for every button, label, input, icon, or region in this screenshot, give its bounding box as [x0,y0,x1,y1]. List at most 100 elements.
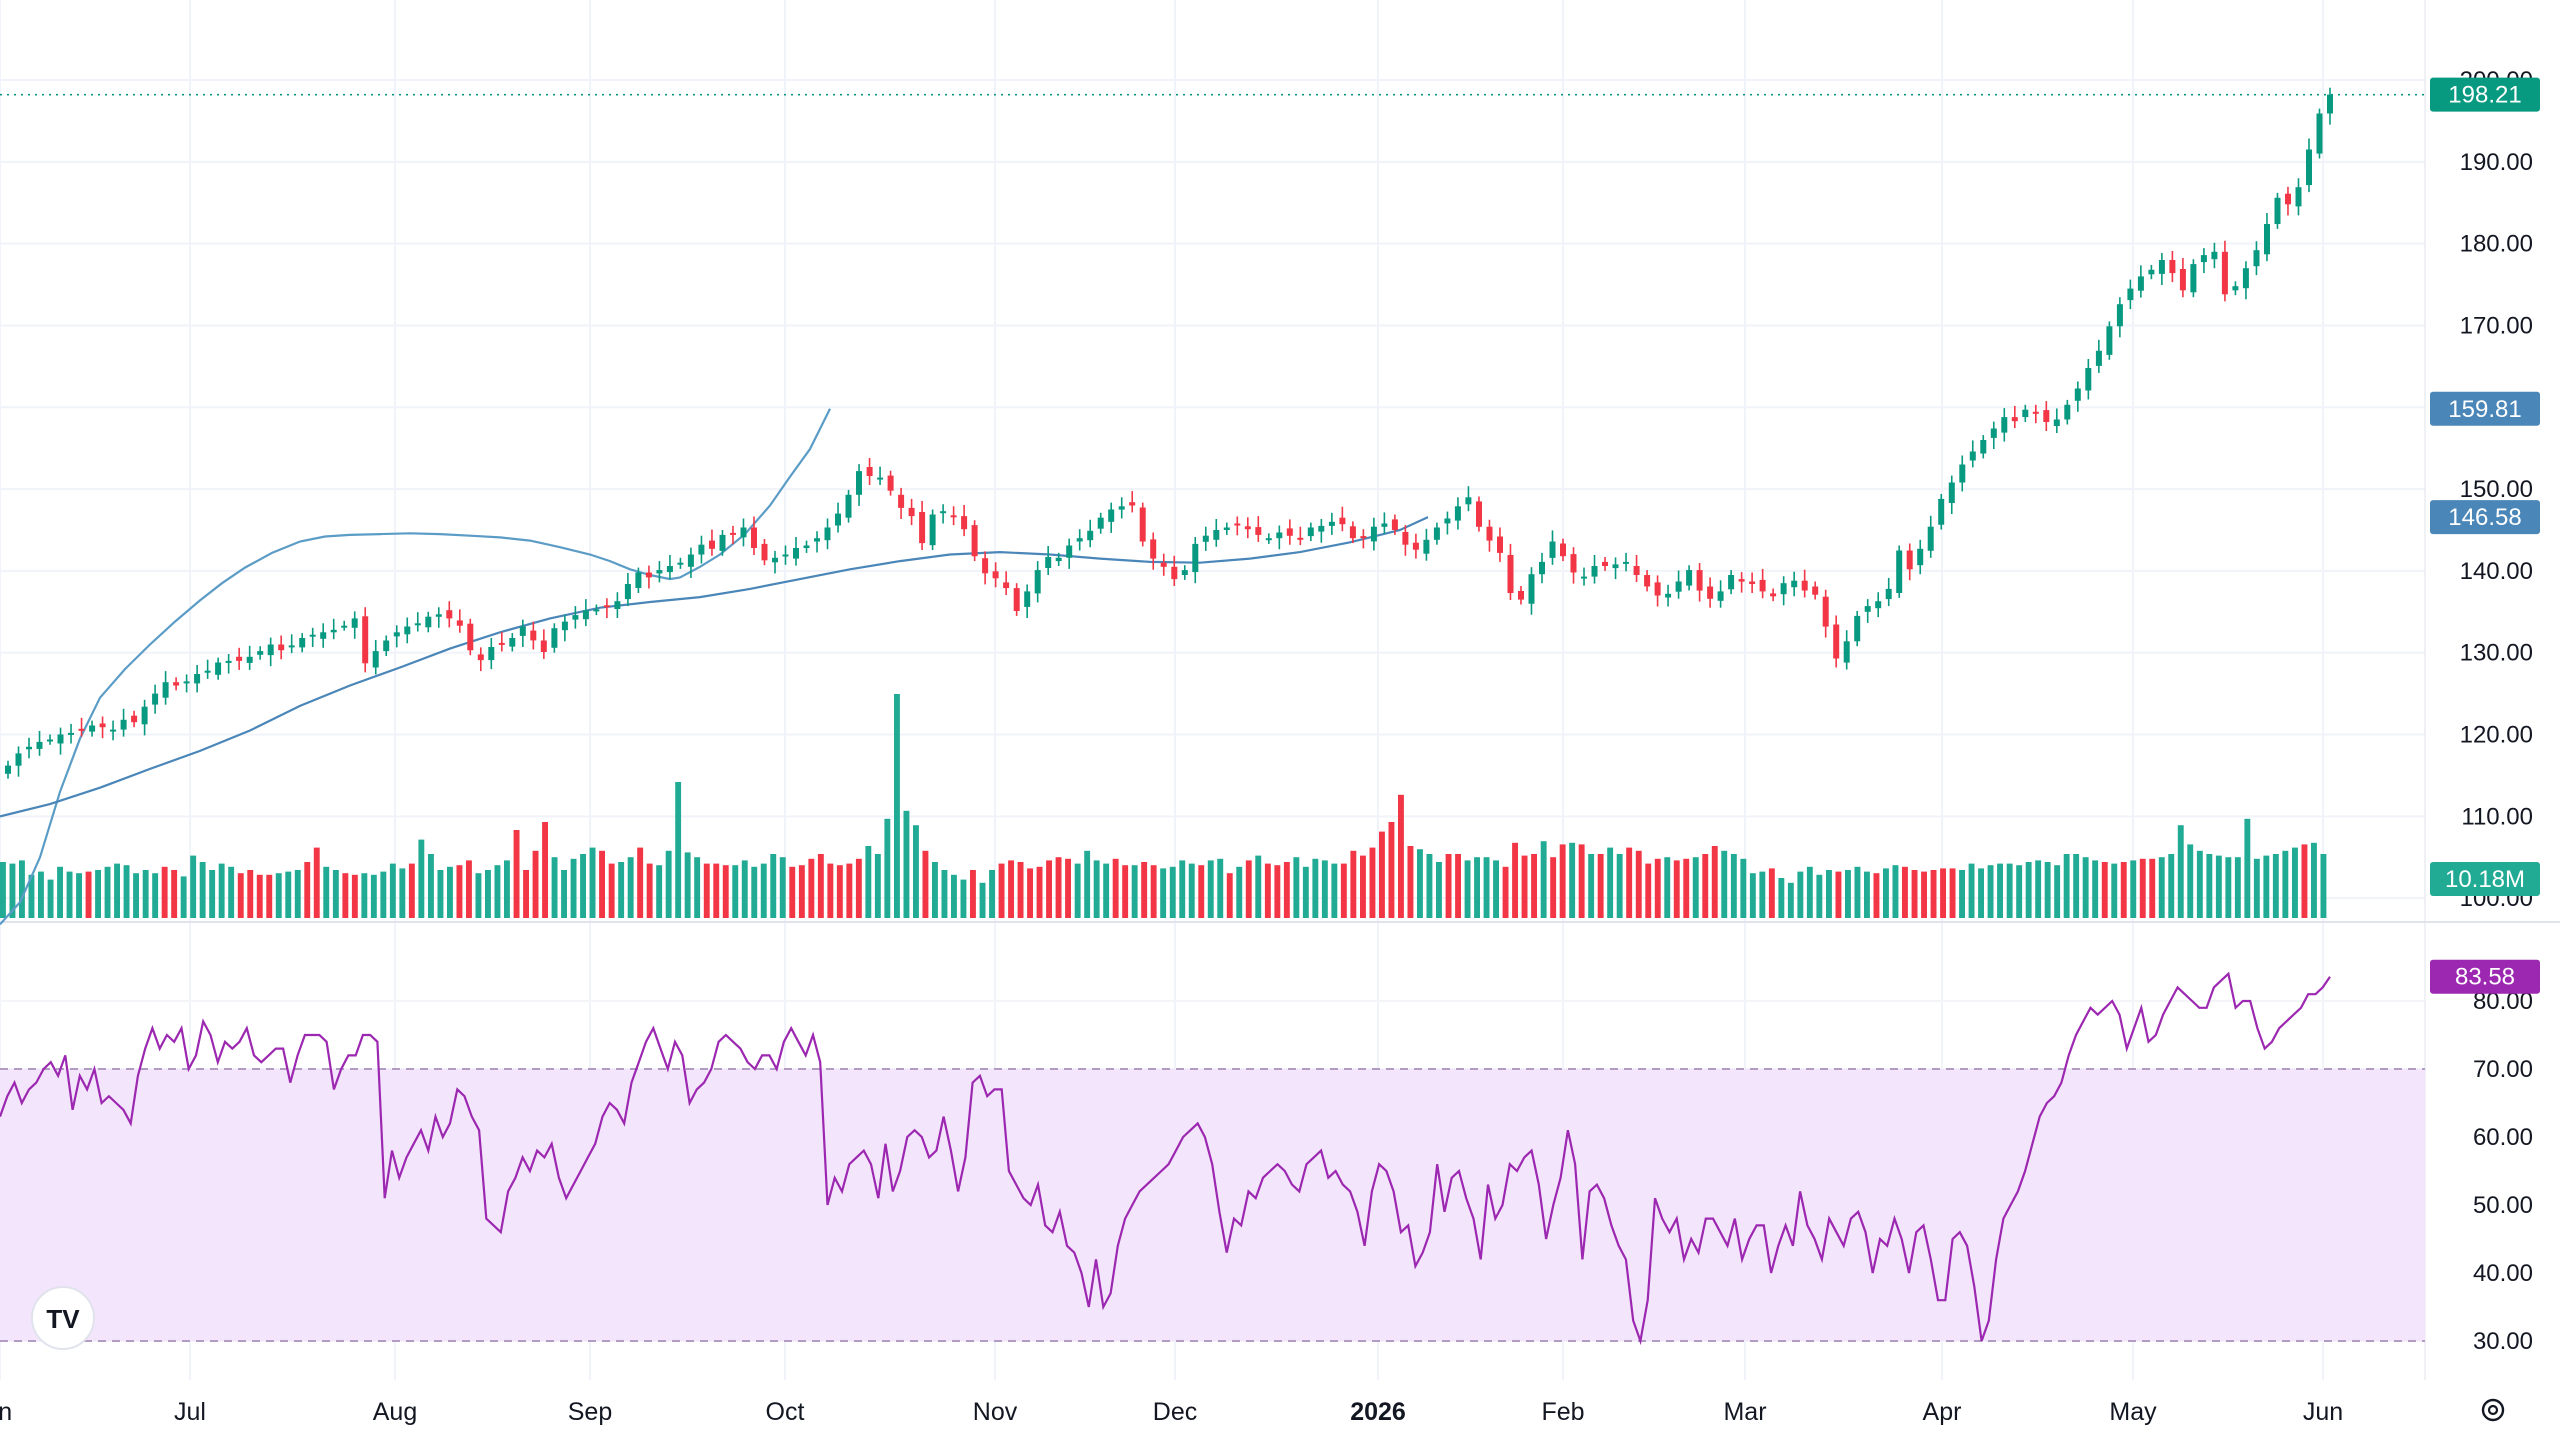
candle [887,475,894,491]
volume-bar [608,863,615,918]
candle [2095,350,2102,366]
candle [225,660,232,663]
gear-icon-ring [2481,1398,2505,1422]
volume-bar [2054,865,2061,918]
rsi-tick-label: 60.00 [2473,1124,2533,1151]
volume-bar [1131,865,1138,918]
volume-bar [1122,865,1129,918]
volume-bar [913,825,919,918]
volume-bar [456,865,463,918]
candle [1980,440,1987,454]
volume-bar [1036,866,1043,918]
candle [1738,579,1745,582]
volume-bar [2006,863,2013,918]
candle [393,632,400,637]
candle [2011,417,2018,422]
candle [1560,543,1566,557]
candle [1969,451,1976,461]
candle [971,525,978,557]
volume-bar [323,866,330,918]
volume-bar [180,876,187,918]
volume-bar [1388,822,1395,918]
volume-bar [342,873,349,918]
volume-bar [2025,862,2032,918]
volume-bar [237,873,244,918]
candle [1875,601,1882,609]
volume-bar [1521,855,1528,918]
candle [1066,545,1073,558]
volume-bar [1160,868,1167,918]
time-tick-label: Sep [568,1398,612,1426]
logo-text: TV [46,1304,80,1334]
candle [120,719,127,730]
candle [1328,521,1335,526]
gear-icon[interactable] [2481,1398,2505,1422]
volume-bar [542,822,548,918]
candle [687,554,694,567]
candle [1780,583,1787,595]
candle [845,494,852,518]
candle [2064,404,2071,420]
candle [173,682,180,686]
volume-bar [627,857,634,918]
candle [1150,539,1157,559]
volume-bar [428,854,434,918]
candle [299,638,306,648]
volume-bar [561,870,567,918]
volume-bar [209,870,216,918]
candle [877,477,884,480]
candle [2327,94,2333,114]
volume-bar [779,857,786,918]
volume-bar [218,863,225,918]
volume-bar [570,858,577,918]
volume-bar [1065,858,1071,918]
volume-bar [1835,871,1842,918]
candle [530,630,537,641]
volume-bar [447,866,453,918]
volume-bar [941,870,948,918]
volume-bar [47,879,54,918]
candle [467,623,474,651]
candle [1696,570,1703,591]
candle [1686,570,1693,586]
candle [2190,264,2197,293]
volume-bar [1921,871,1927,918]
volume-bar [1635,850,1642,918]
candle [761,543,768,561]
volume-bar [1864,871,1870,918]
candle [36,741,43,749]
volume-bar [2016,865,2023,918]
candle [1244,526,1251,530]
candle [2127,288,2134,301]
candle [1465,497,1472,505]
candle [2211,251,2218,260]
candle [1770,593,1777,597]
volume-bar [1179,860,1186,918]
candle [2169,260,2176,274]
volume-bar [1721,850,1728,918]
volume-bar [1597,854,1604,918]
last-price-tag: 198.21 [2430,77,2540,112]
volume-bar [599,850,605,918]
volume-bar [618,862,625,918]
candle [677,562,684,565]
ma-short-tag-bg [2430,391,2540,426]
volume-bar [1883,868,1889,918]
candle [1581,576,1587,579]
volume-bar [1664,857,1671,918]
volume-bar [1436,862,1442,918]
candle [194,674,201,684]
candle [2158,260,2165,274]
tradingview-logo[interactable]: TV [31,1286,95,1350]
candle [1906,550,1913,570]
ma-short-tag-text: 159.81 [2448,396,2521,423]
volume-bar [2187,844,2194,918]
volume-bar [304,862,311,918]
volume-bar [1873,873,1880,918]
candle [572,615,579,620]
candle [267,644,274,656]
volume-bar [57,866,63,918]
candle [141,706,148,725]
candle [698,544,705,555]
